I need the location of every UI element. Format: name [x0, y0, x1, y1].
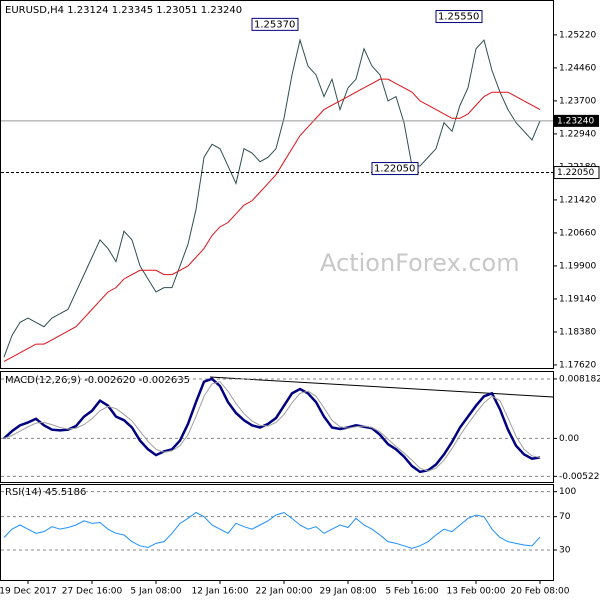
main-panel — [0, 0, 554, 369]
x-tick-label: 5 Feb 16:00 — [385, 587, 439, 597]
annotation-label: 1.25370 — [254, 19, 295, 30]
series-line — [3, 511, 541, 549]
y-tick-label: 1.24460 — [559, 63, 596, 73]
x-tick-label: 13 Feb 00:00 — [446, 587, 505, 597]
price-box — [554, 114, 599, 127]
x-tick-label: 5 Jan 08:00 — [130, 587, 182, 597]
y-tick-label: 0.00 — [559, 434, 579, 444]
y-tick-label: 1.17620 — [559, 360, 596, 370]
macd-panel — [0, 371, 554, 483]
y-tick-label: 1.21420 — [559, 195, 596, 205]
y-tick-label: 100 — [559, 487, 576, 497]
annotation-label: 1.25550 — [438, 12, 479, 23]
series-line — [3, 78, 541, 362]
y-tick-label: 1.23700 — [559, 96, 596, 106]
watermark: ActionForex.com — [320, 249, 520, 277]
y-tick-label: 1.19900 — [559, 261, 596, 271]
y-tick-label: 1.22940 — [559, 129, 596, 139]
macd-title: MACD(12,26,9) -0.002620 -0.002635 — [5, 375, 190, 386]
series-line — [3, 377, 541, 474]
series-line — [3, 38, 541, 358]
y-tick-label: -0.005223 — [559, 472, 600, 482]
annotation-box — [371, 162, 419, 176]
rsi-title: RSI(14) 45.5186 — [5, 487, 86, 498]
price-label: 1.23240 — [557, 116, 594, 126]
annotation-label: 1.22050 — [374, 164, 415, 175]
x-tick-label: 20 Feb 08:00 — [510, 587, 569, 597]
y-tick-label: 70 — [559, 512, 571, 522]
annotation-box — [435, 10, 483, 24]
y-tick-label: 1.18380 — [559, 327, 596, 337]
series-line — [3, 381, 541, 472]
macd-trend-line — [209, 376, 554, 398]
x-tick-label: 29 Jan 08:00 — [320, 587, 377, 597]
level-box — [553, 166, 600, 180]
chart-title: EURUSD,H4 1.23124 1.23345 1.23051 1.2324… — [5, 5, 242, 16]
y-tick-label: 1.25220 — [559, 30, 596, 40]
rsi-panel — [0, 484, 554, 581]
y-tick-label: 1.19140 — [559, 294, 596, 304]
y-tick-label: 30 — [559, 546, 571, 556]
level-label: 1.22050 — [557, 168, 594, 178]
y-tick-label: 0.008182 — [559, 374, 600, 384]
y-tick-label: 1.20660 — [559, 228, 596, 238]
x-tick-label: 19 Dec 2017 — [0, 587, 57, 597]
x-tick-label: 27 Dec 16:00 — [62, 587, 123, 597]
annotation-box — [251, 17, 299, 31]
x-tick-label: 12 Jan 16:00 — [192, 587, 249, 597]
x-tick-label: 22 Jan 00:00 — [256, 587, 313, 597]
